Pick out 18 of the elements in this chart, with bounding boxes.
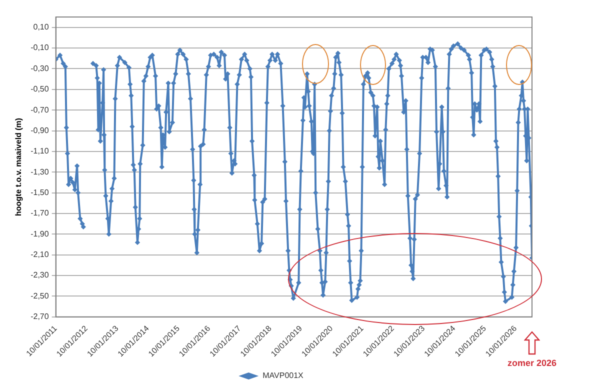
legend-label: MAVP001X <box>262 371 304 380</box>
text: zomer 2026 <box>506 357 558 369</box>
y-tick-label: -0,90 <box>30 126 50 135</box>
y-tick-label: 0,10 <box>33 22 50 32</box>
y-tick-label: -1,50 <box>30 188 50 198</box>
y-tick-label: -1,10 <box>30 146 50 156</box>
y-tick-label: -0,30 <box>30 64 50 73</box>
y-tick-label: -2,70 <box>30 312 50 322</box>
y-tick-label: -2,50 <box>30 291 50 300</box>
y-tick-label: -2,30 <box>30 270 50 280</box>
y-tick-label: -0,70 <box>30 105 50 114</box>
y-tick-label: -1,70 <box>30 208 50 218</box>
y-axis-title: hoogte t.o.v. maaiveld (m) <box>14 118 24 216</box>
y-tick-label: -0,10 <box>30 43 50 52</box>
y-tick-label: -1,30 <box>30 167 50 176</box>
y-tick-label: -2,10 <box>30 250 50 260</box>
y-tick-label: -0,50 <box>30 84 50 94</box>
y-tick-label: -1,90 <box>30 229 50 238</box>
